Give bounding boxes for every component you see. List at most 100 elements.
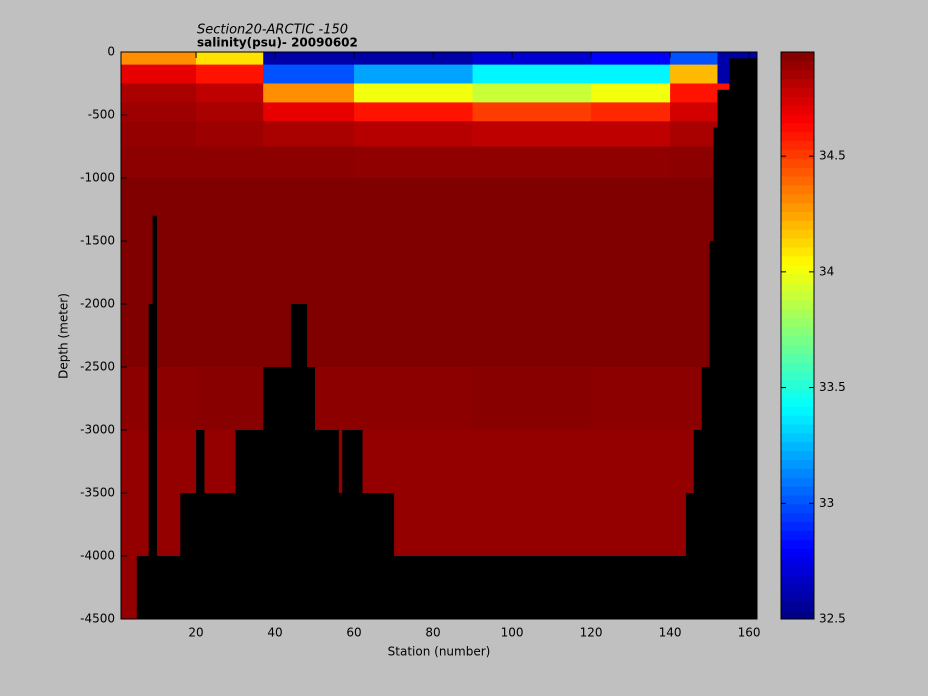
colorbar-step — [781, 87, 814, 97]
colorbar-step — [781, 503, 814, 514]
heat-cell — [263, 178, 355, 368]
colorbar-step — [781, 415, 814, 425]
colorbar-step — [781, 583, 814, 593]
heat-cell — [354, 83, 474, 103]
heat-cell — [591, 102, 671, 122]
colorbar-step — [781, 494, 814, 505]
colorbar-step — [781, 468, 814, 478]
heat-cell — [670, 102, 718, 122]
seafloor — [196, 430, 205, 619]
colorbar-step — [781, 282, 814, 292]
x-tick-label: 20 — [188, 626, 203, 640]
seafloor — [685, 493, 695, 619]
seafloor — [338, 493, 343, 619]
y-tick-label: -3500 — [80, 486, 115, 500]
colorbar-step — [781, 406, 814, 416]
colorbar-step — [781, 424, 814, 434]
colorbar-step — [781, 512, 814, 523]
heat-cell — [121, 146, 197, 179]
x-tick-label: 60 — [346, 626, 361, 640]
colorbar-step — [781, 184, 814, 195]
x-tick-label: 140 — [659, 626, 682, 640]
colorbar-step — [781, 397, 814, 407]
y-tick-label: 0 — [107, 45, 115, 59]
seafloor — [148, 304, 154, 619]
colorbar-step — [781, 601, 814, 611]
y-axis-label: Depth (meter) — [57, 293, 71, 379]
x-axis-label: Station (number) — [388, 645, 491, 659]
colorbar-step — [781, 450, 814, 461]
colorbar-step — [781, 69, 814, 80]
seafloor — [235, 430, 264, 619]
seafloor — [180, 493, 197, 619]
seafloor — [717, 89, 730, 620]
heat-cell — [196, 146, 264, 179]
heat-cell — [591, 64, 671, 84]
colorbar-step — [781, 105, 814, 115]
colorbar-step — [781, 521, 814, 531]
colorbar-step — [781, 264, 814, 274]
colorbar-step — [781, 52, 814, 62]
heat-cell — [670, 146, 718, 179]
colorbar-step — [781, 353, 814, 363]
heat-cell — [354, 367, 474, 431]
seafloor — [314, 430, 339, 619]
colorbar-step — [781, 370, 814, 381]
colorbar-step — [781, 486, 814, 496]
colorbar-step — [781, 362, 814, 372]
colorbar-step — [781, 388, 814, 399]
colorbar-step — [781, 335, 814, 345]
heat-cell — [263, 146, 355, 179]
x-tick-label: 40 — [267, 626, 282, 640]
seafloor — [729, 58, 758, 620]
colorbar-step — [781, 539, 814, 549]
colorbar-step — [781, 140, 814, 150]
heat-cell — [263, 102, 355, 122]
colorbar-step — [781, 193, 814, 204]
y-tick-label: -2500 — [80, 360, 115, 374]
seafloor — [693, 430, 703, 619]
x-tick-label: 80 — [425, 626, 440, 640]
heat-cell — [121, 64, 197, 84]
heat-cell — [263, 83, 355, 103]
colorbar-step — [781, 477, 814, 487]
heat-cell — [263, 64, 355, 84]
heat-cell — [591, 146, 671, 179]
heat-cell — [121, 83, 197, 103]
colorbar-step — [781, 556, 814, 567]
colorbar-step — [781, 96, 814, 106]
colorbar-step — [781, 610, 814, 620]
heat-cell — [670, 64, 718, 84]
heat-cell — [121, 367, 197, 431]
heat-cell — [196, 52, 264, 66]
heat-cell — [354, 178, 474, 368]
heat-cell — [196, 64, 264, 84]
heat-cell — [670, 83, 718, 103]
seafloor — [156, 556, 181, 619]
colorbar-step — [781, 220, 814, 230]
seafloor — [203, 493, 237, 619]
colorbar-step — [781, 530, 814, 540]
y-tick-label: -3000 — [80, 423, 115, 437]
seafloor — [713, 127, 718, 619]
colorbar-step — [781, 114, 814, 124]
x-tick-label: 120 — [580, 626, 603, 640]
colorbar-tick-label: 32.5 — [819, 612, 846, 626]
colorbar-tick-label: 33.5 — [819, 380, 846, 394]
heat-cell — [472, 64, 592, 84]
x-tick-label: 160 — [738, 626, 761, 640]
seafloor — [709, 241, 715, 619]
heat-cell — [472, 102, 592, 122]
heat-cell — [591, 83, 671, 103]
colorbar-step — [781, 273, 814, 283]
colorbar-tick-label: 34 — [819, 264, 834, 278]
heat-cell — [591, 121, 671, 147]
colorbar-step — [781, 211, 814, 221]
colorbar-step — [781, 317, 814, 328]
heat-cell — [196, 178, 264, 368]
colorbar-step — [781, 441, 814, 452]
colorbar-step — [781, 344, 814, 354]
heat-cell — [472, 83, 592, 103]
seafloor — [361, 493, 395, 619]
